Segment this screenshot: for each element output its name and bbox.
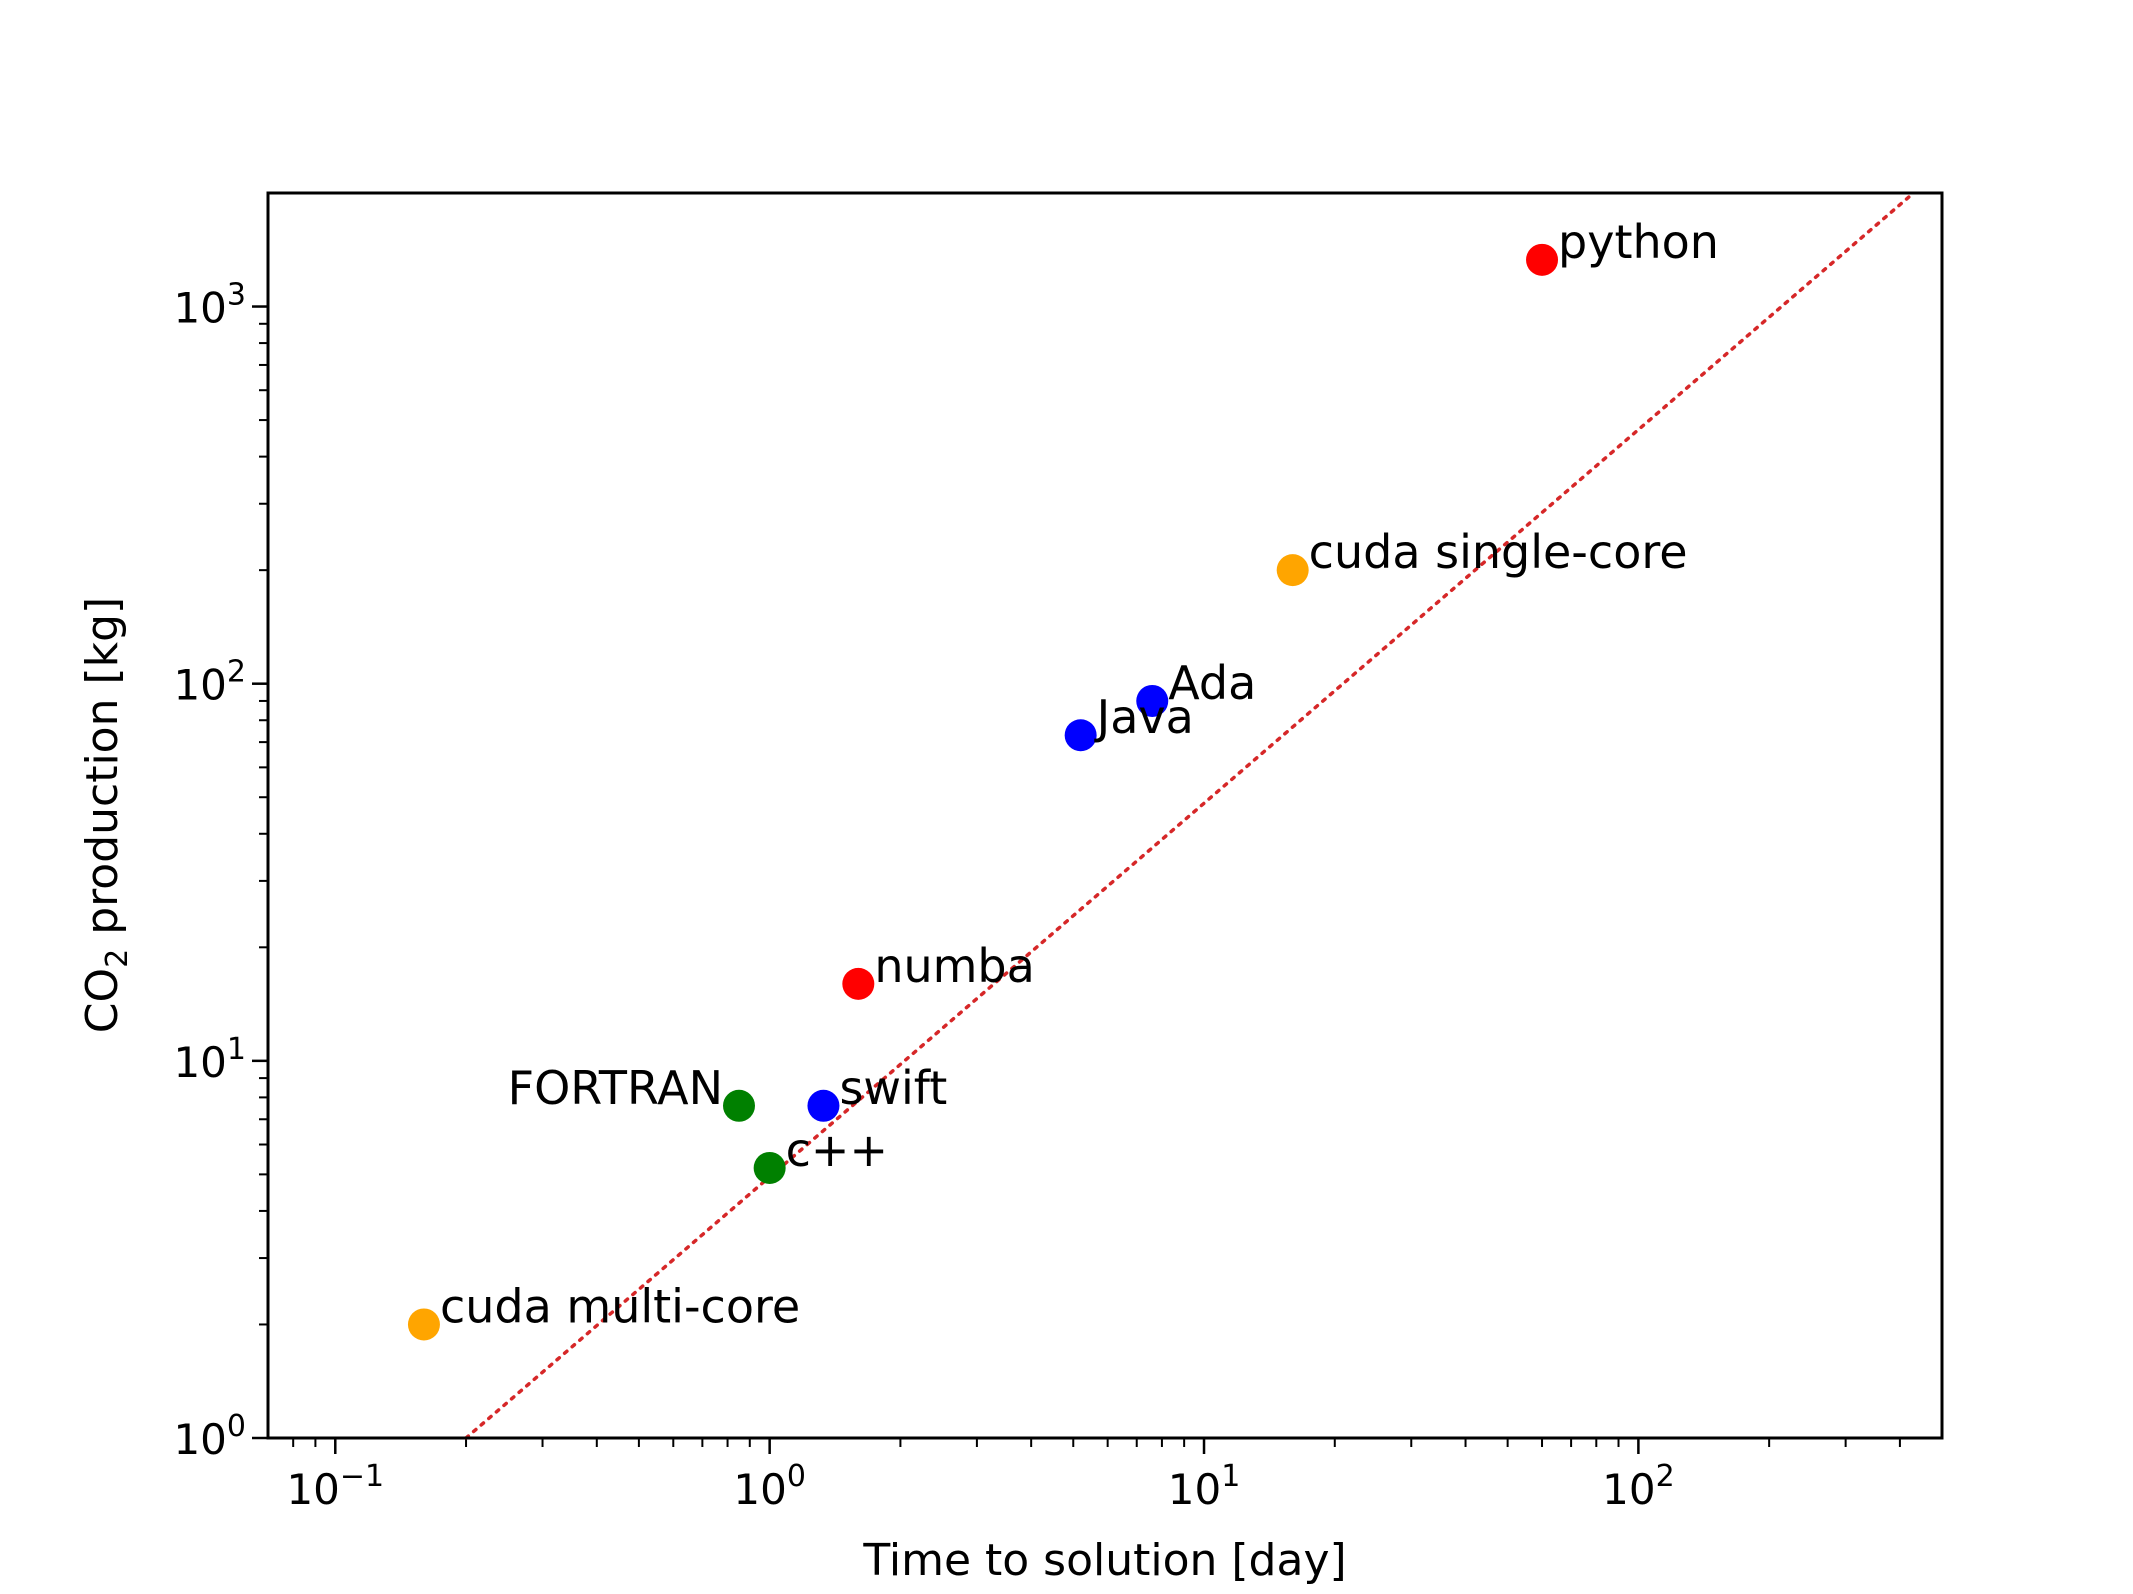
point-label: cuda single-core	[1309, 525, 1688, 579]
y-tick-label: 101	[173, 1032, 246, 1087]
x-axis-label: Time to solution [day]	[862, 1535, 1346, 1586]
x-tick-label: 101	[1168, 1459, 1241, 1514]
point-c-	[753, 1151, 786, 1184]
y-tick-label: 102	[173, 655, 246, 710]
y-tick-label: 100	[173, 1409, 246, 1464]
point-label: cuda multi-core	[440, 1279, 800, 1333]
point-label: FORTRAN	[508, 1061, 723, 1115]
y-axis-label-sub: 2	[100, 949, 135, 968]
y-axis-label-pre: CO	[77, 968, 128, 1033]
point-label: swift	[839, 1061, 947, 1115]
point-label: numba	[874, 939, 1035, 993]
reference-line	[464, 191, 1916, 1440]
point-numba	[842, 967, 875, 1000]
y-axis-label-post: production [kg]	[77, 597, 128, 949]
point-swift	[807, 1089, 840, 1122]
y-tick-label: 103	[173, 278, 246, 333]
ticks-layer: 10−1 100 101 102 100 101 102 103	[173, 278, 1901, 1514]
point-label: c++	[786, 1123, 888, 1177]
plot-frame	[266, 191, 1944, 1440]
y-axis-label: CO2 production [kg]	[77, 597, 135, 1033]
reference-line-layer	[464, 191, 1916, 1440]
x-tick-label: 102	[1602, 1459, 1675, 1514]
points-layer	[407, 243, 1559, 1341]
point-fortran	[722, 1089, 755, 1122]
point-ada	[1136, 684, 1169, 717]
point-java	[1064, 719, 1097, 752]
point-cuda-multi-core	[407, 1308, 440, 1341]
point-label: Ada	[1168, 656, 1256, 710]
x-tick-label: 10−1	[286, 1459, 384, 1514]
point-label: python	[1558, 215, 1719, 269]
point-label: Java	[1094, 690, 1194, 744]
x-tick-label: 100	[733, 1459, 806, 1514]
point-python	[1526, 243, 1559, 276]
point-cuda-single-core	[1276, 554, 1309, 587]
